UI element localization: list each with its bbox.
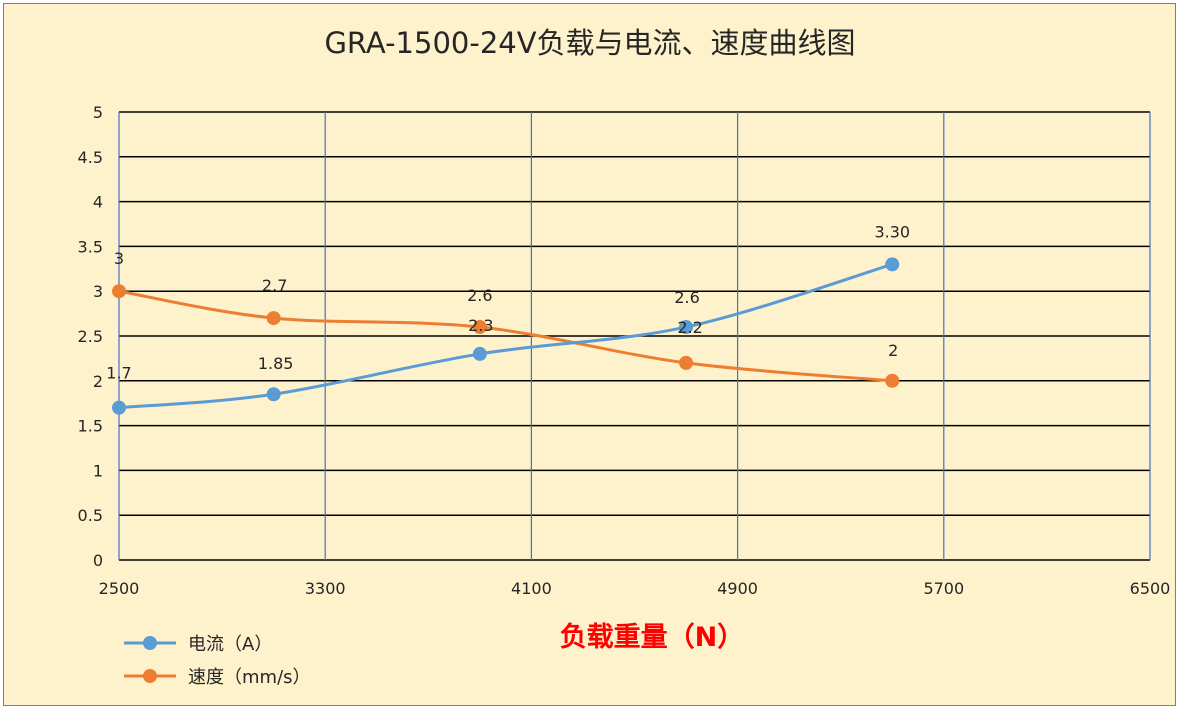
y-tick-label: 4.5: [78, 148, 103, 167]
y-tick-label: 0.5: [78, 506, 103, 525]
x-axis-label: 负载重量（N）: [560, 622, 745, 653]
data-label: 2.3: [468, 316, 493, 335]
data-point: [679, 320, 694, 335]
y-tick-label: 3: [93, 282, 103, 301]
y-tick-label: 4: [93, 193, 103, 212]
legend: 电流（A） 速度（mm/s）: [124, 634, 311, 688]
data-label: 2.2: [677, 318, 702, 337]
x-tick-label: 6500: [1130, 579, 1171, 598]
legend-label: 速度（mm/s）: [188, 667, 311, 688]
data-label: 2.6: [467, 286, 492, 305]
y-tick-label: 3.5: [78, 237, 103, 256]
axis-ticks: 0 0.5 1 1.5 2 2.5 3 3.5 4 4.5 5 2500 3300 4100 4900 570…: [78, 103, 1171, 598]
data-label: 3.30: [874, 222, 910, 241]
data-label: 2: [888, 341, 898, 360]
y-tick-label: 2: [93, 372, 103, 391]
data-label: 1.7: [106, 364, 131, 383]
x-tick-label: 2500: [99, 579, 140, 598]
x-tick-label: 3300: [305, 579, 346, 598]
legend-swatch-marker: [143, 669, 157, 683]
data-point: [472, 320, 487, 335]
x-tick-label: 4100: [511, 579, 552, 598]
y-tick-label: 1: [93, 461, 103, 480]
data-point: [266, 311, 281, 326]
y-tick-label: 5: [93, 103, 103, 122]
data-point: [266, 387, 281, 402]
x-tick-label: 5700: [923, 579, 964, 598]
x-tick-label: 4900: [717, 579, 758, 598]
data-label: 1.85: [258, 354, 294, 373]
data-label: 2.7: [262, 276, 287, 295]
data-point: [885, 373, 900, 388]
grid: [118, 111, 1151, 561]
data-point: [112, 284, 126, 299]
legend-label: 电流（A）: [188, 634, 272, 655]
data-label: 3: [114, 249, 124, 268]
data-point: [472, 346, 487, 361]
data-point: [112, 400, 126, 415]
y-tick-label: 1.5: [78, 417, 103, 436]
data-labels: 1.7 1.85 2.3 2.6 3.30 3 2.7 2.6 2.2 2: [106, 222, 910, 382]
legend-swatch-marker: [143, 636, 157, 650]
chart-area: [3, 3, 1176, 706]
data-point: [679, 355, 694, 370]
data-point: [885, 257, 900, 272]
data-label: 2.6: [674, 288, 699, 307]
chart-title: GRA-1500-24V负载与电流、速度曲线图: [324, 26, 855, 60]
y-tick-label: 2.5: [78, 327, 103, 346]
y-tick-label: 0: [93, 551, 103, 570]
series-layer: [112, 257, 900, 415]
